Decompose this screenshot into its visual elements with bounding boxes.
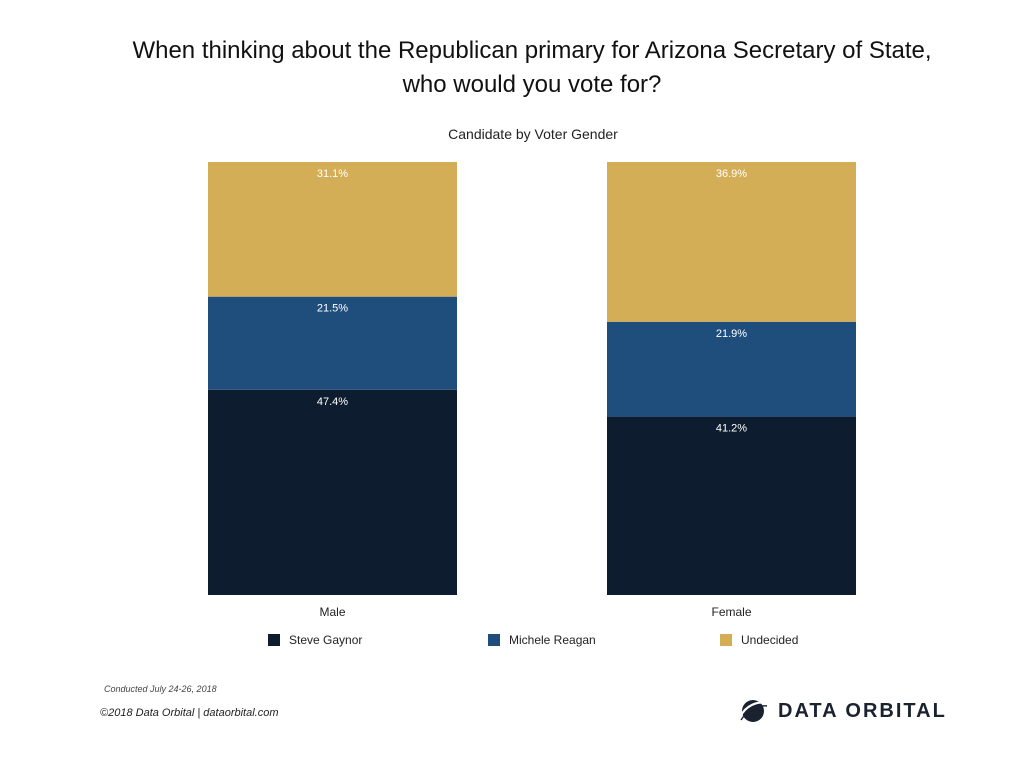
legend: Steve Gaynor Michele Reagan Undecided bbox=[0, 633, 1024, 653]
category-label-male: Male bbox=[319, 605, 345, 619]
bar-male-michele-reagan bbox=[208, 296, 457, 390]
legend-label: Steve Gaynor bbox=[289, 633, 363, 647]
copyright-notice: ©2018 Data Orbital | dataorbital.com bbox=[100, 707, 279, 719]
legend-item-steve-gaynor: Steve Gaynor bbox=[268, 633, 362, 647]
bar-female-undecided bbox=[607, 162, 856, 322]
data-label-male-undecided: 31.1% bbox=[317, 168, 348, 180]
survey-dates-note: Conducted July 24-26, 2018 bbox=[104, 684, 217, 694]
legend-swatch bbox=[268, 634, 280, 646]
chart-subtitle: Candidate by Voter Gender bbox=[448, 126, 618, 142]
legend-label: Undecided bbox=[741, 633, 799, 647]
stacked-bar-chart: 47.4% 21.5% 31.1% 41.2% 21.9% 36.9% Male Femal… bbox=[208, 162, 856, 619]
category-label-female: Female bbox=[711, 605, 751, 619]
bars-group bbox=[208, 162, 856, 595]
data-label-female-steve-gaynor: 41.2% bbox=[716, 423, 747, 435]
data-label-male-steve-gaynor: 47.4% bbox=[317, 396, 348, 408]
brand-logo: DATA ORBITAL bbox=[738, 697, 947, 725]
data-label-female-michele-reagan: 21.9% bbox=[716, 328, 747, 340]
data-label-male-michele-reagan: 21.5% bbox=[317, 303, 348, 315]
segment-labels-group: 47.4% 21.5% 31.1% 41.2% 21.9% 36.9% bbox=[317, 168, 747, 435]
legend-item-undecided: Undecided bbox=[720, 633, 798, 647]
legend-label: Michele Reagan bbox=[509, 633, 596, 647]
category-labels-group: Male Female bbox=[319, 605, 751, 619]
orbital-logo-icon bbox=[739, 700, 768, 722]
bar-male-undecided bbox=[208, 162, 457, 297]
legend-item-michele-reagan: Michele Reagan bbox=[488, 633, 596, 647]
legend-swatch bbox=[720, 634, 732, 646]
legend-swatch bbox=[488, 634, 500, 646]
brand-name: DATA ORBITAL bbox=[778, 699, 947, 722]
data-label-female-undecided: 36.9% bbox=[716, 168, 747, 180]
bar-female-steve-gaynor bbox=[607, 416, 856, 595]
bar-female-michele-reagan bbox=[607, 321, 856, 417]
chart-title: When thinking about the Republican prima… bbox=[132, 37, 932, 98]
bar-male-steve-gaynor bbox=[208, 389, 457, 595]
